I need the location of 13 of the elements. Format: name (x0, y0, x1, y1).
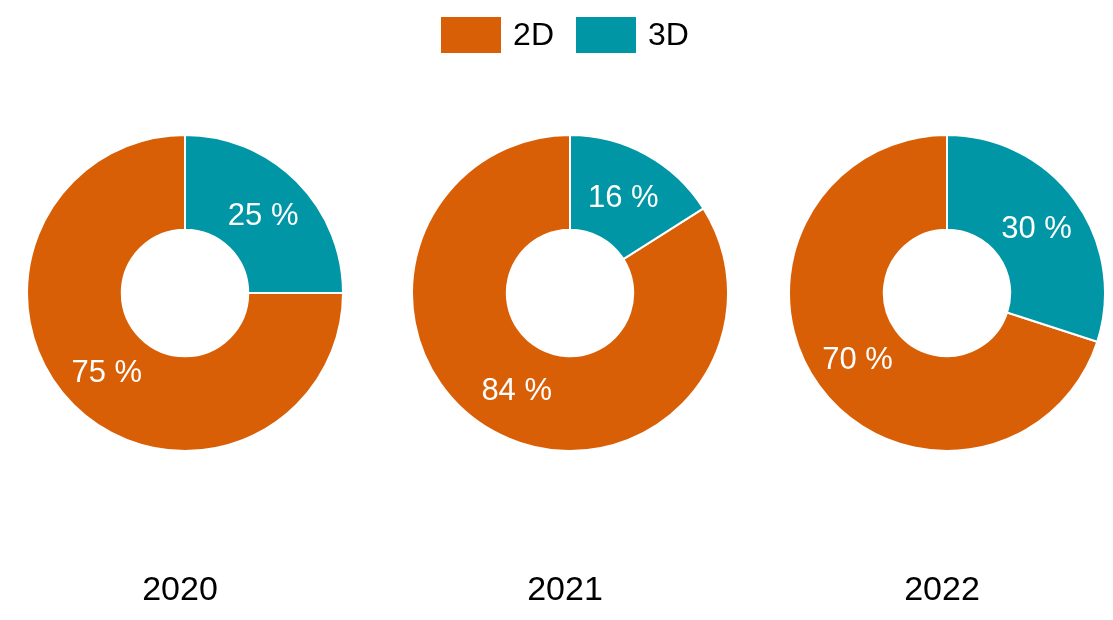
data-label: 70 % (822, 340, 893, 376)
donut-slice (411, 134, 729, 452)
data-label: 25 % (227, 197, 299, 233)
text: 2020 (142, 569, 218, 607)
text: 2021 (527, 569, 603, 607)
data-label: 30 % (1001, 210, 1072, 246)
text: 2022 (904, 569, 980, 607)
data-label: 16 % (587, 178, 659, 214)
legend-label: 2D (513, 16, 554, 53)
data-label: 84 % (481, 372, 553, 408)
donut-slice (26, 134, 344, 452)
data-label: 75 % (71, 353, 143, 389)
legend-label: 3D (648, 16, 689, 53)
